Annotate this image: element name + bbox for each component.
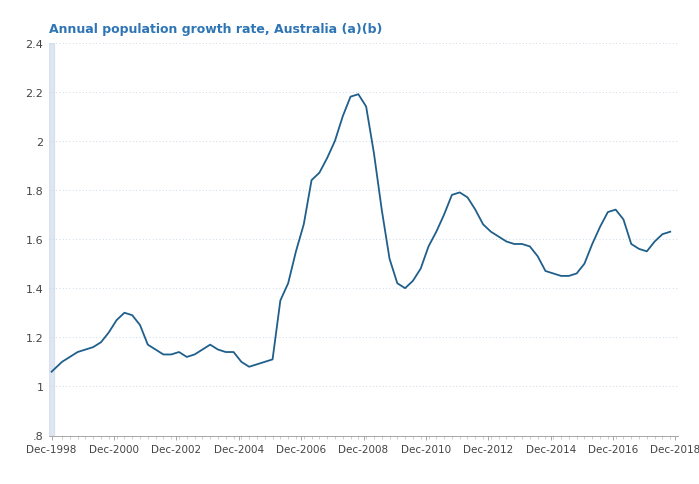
Bar xyxy=(49,44,55,436)
Text: Annual population growth rate, Australia (a)(b): Annual population growth rate, Australia… xyxy=(49,22,382,35)
